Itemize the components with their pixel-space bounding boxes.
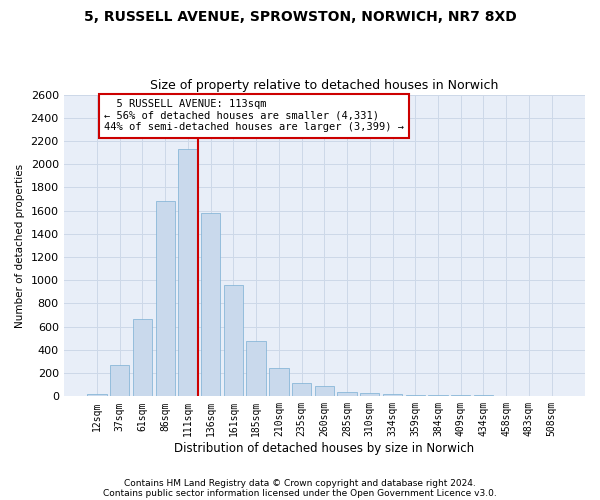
Text: 5 RUSSELL AVENUE: 113sqm  
← 56% of detached houses are smaller (4,331)
44% of s: 5 RUSSELL AVENUE: 113sqm ← 56% of detach… [104, 99, 404, 132]
X-axis label: Distribution of detached houses by size in Norwich: Distribution of detached houses by size … [174, 442, 475, 455]
Bar [110, 365, 130, 396]
Bar [269, 368, 289, 396]
Bar [314, 386, 334, 396]
Title: Size of property relative to detached houses in Norwich: Size of property relative to detached ho… [150, 79, 499, 92]
Bar [383, 394, 402, 396]
Bar [406, 394, 425, 396]
Bar [428, 395, 448, 396]
Text: 5, RUSSELL AVENUE, SPROWSTON, NORWICH, NR7 8XD: 5, RUSSELL AVENUE, SPROWSTON, NORWICH, N… [83, 10, 517, 24]
Bar [133, 318, 152, 396]
Bar [451, 395, 470, 396]
Bar [155, 202, 175, 396]
Bar [224, 285, 243, 397]
Bar [292, 383, 311, 396]
Text: Contains HM Land Registry data © Crown copyright and database right 2024.: Contains HM Land Registry data © Crown c… [124, 478, 476, 488]
Bar [88, 394, 107, 396]
Bar [360, 393, 379, 396]
Bar [247, 340, 266, 396]
Bar [178, 149, 197, 396]
Text: Contains public sector information licensed under the Open Government Licence v3: Contains public sector information licen… [103, 488, 497, 498]
Y-axis label: Number of detached properties: Number of detached properties [15, 164, 25, 328]
Bar [337, 392, 357, 396]
Bar [201, 213, 220, 396]
